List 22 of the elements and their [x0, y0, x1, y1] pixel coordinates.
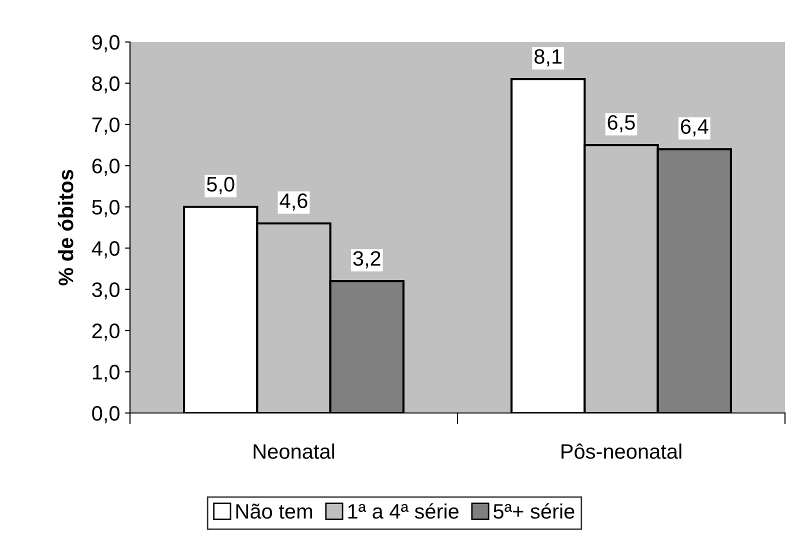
- legend-label: 5ª+ série: [494, 503, 574, 519]
- y-tick-label: 6,0: [92, 158, 120, 176]
- data-label: 3,2: [353, 251, 380, 268]
- data-label: 6,4: [680, 119, 708, 136]
- data-label: 8,1: [534, 49, 562, 66]
- y-axis-title: % de óbitos: [58, 170, 74, 286]
- x-tick-label: Pôs-neonatal: [562, 443, 682, 459]
- y-tick-label: 2,0: [92, 324, 120, 341]
- data-label: 4,6: [280, 193, 308, 211]
- y-tick-label: 9,0: [92, 35, 120, 52]
- data-label: 6,5: [608, 115, 635, 132]
- y-tick-label: 1,0: [92, 364, 120, 382]
- y-tick-label: 0,0: [92, 406, 120, 424]
- legend-label: 1ª a 4ª série: [348, 503, 459, 519]
- y-tick-label: 8,0: [92, 76, 120, 94]
- data-label: 5,0: [206, 176, 234, 194]
- y-tick-label: 7,0: [92, 117, 120, 135]
- y-tick-label: 4,0: [92, 241, 120, 258]
- legend-label: Não tem: [236, 504, 312, 519]
- y-tick-label: 3,0: [92, 282, 120, 300]
- y-tick-label: 5,0: [92, 200, 120, 218]
- x-tick-label: Neonatal: [254, 444, 334, 459]
